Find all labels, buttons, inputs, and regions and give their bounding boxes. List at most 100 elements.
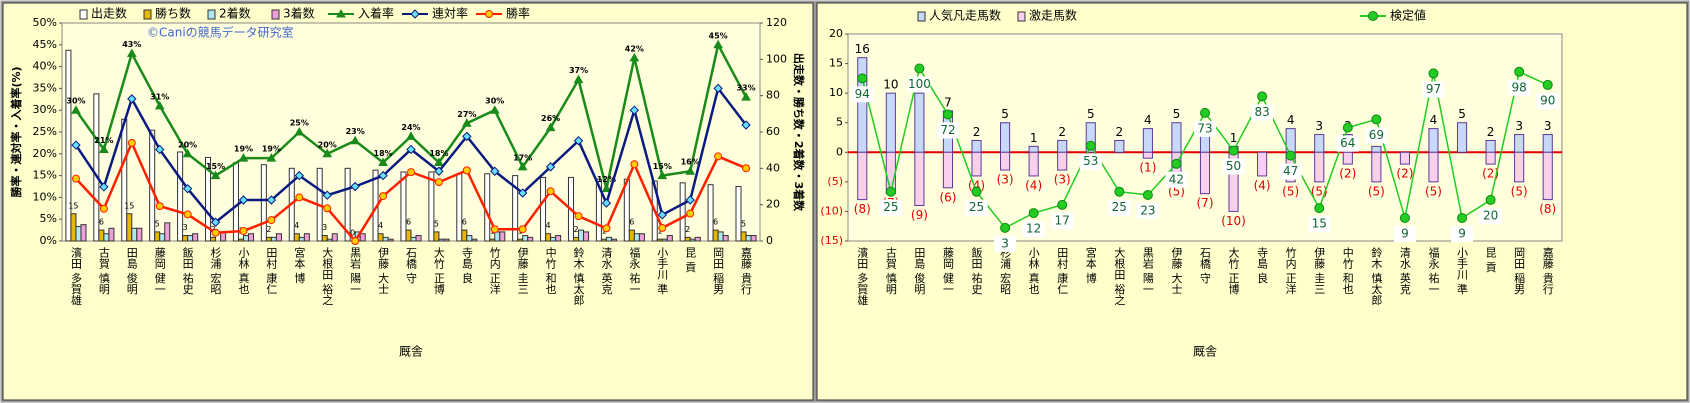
bar bbox=[131, 227, 138, 242]
tick-label: 15% bbox=[33, 169, 57, 182]
bar bbox=[326, 238, 333, 242]
point bbox=[601, 198, 612, 208]
x-tick-label: 小林 真也 bbox=[237, 247, 250, 295]
bar bbox=[1485, 139, 1496, 153]
tick-label: 100 bbox=[766, 52, 787, 65]
label-box bbox=[1536, 92, 1559, 109]
point bbox=[573, 136, 584, 146]
bar bbox=[136, 227, 143, 242]
point bbox=[1142, 190, 1153, 200]
bar bbox=[159, 233, 166, 242]
point bbox=[182, 183, 193, 194]
bar bbox=[382, 236, 389, 242]
point bbox=[71, 105, 81, 114]
bar bbox=[745, 235, 752, 242]
bar bbox=[605, 236, 612, 242]
point bbox=[713, 83, 723, 94]
point bbox=[71, 140, 81, 150]
tick-label: 50% bbox=[33, 16, 57, 29]
point bbox=[462, 166, 471, 175]
bar bbox=[1028, 145, 1039, 153]
tick-label: 45% bbox=[33, 38, 57, 51]
tick-label: 60 bbox=[766, 125, 780, 138]
label-box bbox=[1108, 199, 1131, 216]
legend-label: 激走馬数 bbox=[1029, 8, 1077, 23]
bar bbox=[443, 238, 450, 242]
point bbox=[211, 228, 220, 237]
data-label: 3 bbox=[1544, 119, 1552, 133]
bar bbox=[303, 233, 310, 242]
bar bbox=[942, 151, 954, 189]
bar bbox=[192, 233, 199, 242]
legend-label: 連対率 bbox=[432, 6, 468, 21]
point bbox=[573, 74, 584, 84]
point bbox=[685, 195, 695, 205]
bar bbox=[522, 235, 529, 242]
x-tick-label: 田村 康仁 bbox=[1056, 247, 1069, 295]
bar bbox=[433, 231, 440, 242]
point bbox=[914, 63, 925, 74]
x-tick-label: 田村 康仁 bbox=[265, 247, 278, 295]
bar bbox=[331, 233, 338, 242]
legend-swatch bbox=[917, 11, 926, 22]
data-label: (3) bbox=[997, 173, 1014, 187]
x-tick-label: 石橋 守 bbox=[405, 247, 418, 284]
x-tick-label: 石橋 守 bbox=[1199, 247, 1212, 284]
legend-label: 検定値 bbox=[1390, 8, 1426, 23]
bar bbox=[694, 236, 701, 242]
bar bbox=[1314, 134, 1325, 153]
tick-label: 30% bbox=[33, 103, 57, 116]
x-tick-label: 昆 貢 bbox=[1484, 247, 1497, 273]
point bbox=[1285, 150, 1296, 161]
point bbox=[183, 210, 192, 219]
point bbox=[1085, 140, 1096, 151]
data-label: 5 bbox=[1173, 107, 1181, 121]
legend-label: 人気凡走馬数 bbox=[929, 8, 1001, 23]
data-label: 42 bbox=[1169, 172, 1184, 186]
bar bbox=[517, 238, 524, 242]
point bbox=[71, 174, 80, 183]
x-tick-label: 伊藤 大士 bbox=[377, 247, 390, 295]
tick-label: 40% bbox=[33, 60, 57, 73]
bar bbox=[540, 176, 547, 242]
x-tick-label: 宮本 博 bbox=[1084, 246, 1097, 284]
point bbox=[490, 166, 500, 176]
point bbox=[1314, 203, 1325, 214]
data-label: 42% bbox=[625, 44, 644, 53]
data-label: 73 bbox=[1197, 121, 1212, 135]
bar bbox=[70, 213, 77, 242]
x-tick-label: 鈴木 慎太郎 bbox=[572, 246, 585, 306]
bar bbox=[1514, 151, 1525, 183]
x-tick-label: 濱田 多賀雄 bbox=[69, 246, 82, 306]
x-tick-label: 嘉藤 貴行 bbox=[1541, 246, 1554, 295]
bar bbox=[466, 235, 473, 242]
label-box bbox=[1479, 207, 1502, 224]
point bbox=[714, 152, 723, 161]
data-label: 4 bbox=[378, 221, 383, 230]
bar bbox=[1057, 139, 1068, 153]
bar bbox=[512, 175, 519, 242]
point bbox=[378, 170, 388, 181]
legend-label: 入着率 bbox=[358, 6, 394, 21]
data-label: 25 bbox=[969, 200, 984, 214]
legend-label: 勝率 bbox=[506, 6, 530, 21]
data-label: 5 bbox=[741, 219, 746, 228]
bar bbox=[1199, 151, 1211, 195]
point bbox=[155, 202, 164, 211]
point bbox=[741, 120, 751, 130]
point bbox=[127, 94, 137, 104]
data-label: 1 bbox=[1030, 131, 1038, 145]
point bbox=[266, 153, 277, 162]
bar bbox=[80, 224, 87, 242]
data-label: 53 bbox=[1083, 154, 1098, 168]
bar bbox=[1142, 151, 1153, 159]
data-label: (5) bbox=[1168, 184, 1185, 198]
point bbox=[239, 226, 248, 235]
x-tick-label: 福永 祐一 bbox=[1427, 246, 1440, 295]
bar bbox=[971, 151, 982, 177]
data-label: 4 bbox=[1144, 113, 1152, 127]
bar bbox=[489, 238, 496, 242]
bar bbox=[275, 233, 282, 242]
data-label: 9 bbox=[1458, 227, 1466, 241]
legend-label: 出走数 bbox=[91, 6, 127, 21]
